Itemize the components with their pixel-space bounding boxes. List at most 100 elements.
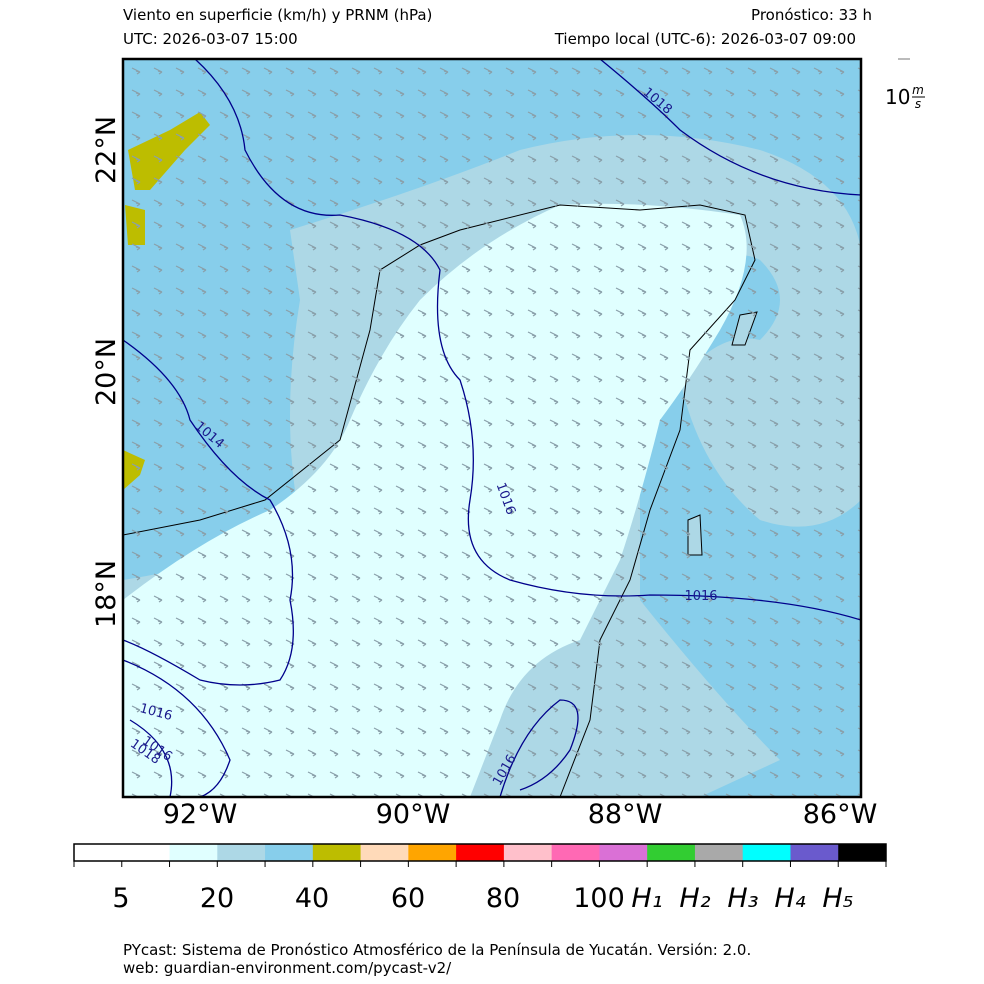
wind-arrow — [307, 67, 317, 75]
wind-arrow — [615, 309, 625, 317]
wind-arrow — [791, 529, 801, 537]
wind-arrow — [417, 485, 427, 493]
wind-arrow — [153, 441, 163, 449]
wind-arrow — [373, 67, 383, 75]
wind-arrow — [307, 221, 317, 229]
wind-arrow — [791, 287, 801, 295]
wind-arrow — [813, 727, 823, 735]
wind-arrow — [505, 727, 515, 735]
wind-arrow — [549, 67, 559, 75]
wind-arrow — [461, 419, 471, 427]
wind-arrow — [175, 727, 185, 735]
wind-arrow — [307, 507, 317, 515]
wind-arrow — [835, 155, 845, 163]
wind-arrow — [329, 573, 339, 581]
wind-arrow — [263, 639, 273, 647]
wind-arrow — [659, 749, 669, 757]
wind-arrow — [439, 639, 449, 647]
wind-arrow — [549, 639, 559, 647]
wind-arrow — [153, 331, 163, 339]
wind-arrow — [857, 155, 861, 159]
wind-arrow — [857, 221, 861, 225]
wind-arrow — [263, 177, 273, 185]
wind-arrow — [571, 551, 581, 559]
wind-arrow — [307, 353, 317, 361]
wind-arrow — [197, 507, 207, 515]
wind-arrow — [329, 727, 339, 735]
wind-arrow — [747, 573, 757, 581]
wind-arrow — [461, 771, 471, 779]
wind-arrow — [505, 397, 515, 405]
wind-arrow — [373, 749, 383, 757]
wind-arrow — [593, 287, 603, 295]
wind-arrow — [241, 309, 251, 317]
wind-arrow — [241, 639, 251, 647]
wind-arrow — [637, 749, 647, 757]
wind-arrow — [857, 529, 861, 533]
wind-arrow — [791, 749, 801, 757]
wind-arrow — [263, 573, 273, 581]
wind-arrow — [307, 639, 317, 647]
wind-arrow — [571, 67, 581, 75]
wind-arrow — [175, 749, 185, 757]
wind-arrow — [835, 771, 845, 779]
wind-arrow — [725, 287, 735, 295]
wind-arrow — [637, 595, 647, 603]
wind-arrow — [505, 749, 515, 757]
wind-arrow — [131, 749, 141, 757]
wind-arrow — [439, 397, 449, 405]
wind-arrow — [373, 529, 383, 537]
wind-arrow — [813, 375, 823, 383]
wind-arrow — [219, 353, 229, 361]
wind-arrow — [571, 89, 581, 97]
wind-arrow — [571, 419, 581, 427]
wind-arrow — [659, 243, 669, 251]
wind-arrow — [747, 705, 757, 713]
colorbar-segment — [599, 844, 648, 861]
wind-arrow — [791, 419, 801, 427]
wind-arrow — [241, 199, 251, 207]
wind-arrow — [351, 507, 361, 515]
wind-arrow — [637, 265, 647, 273]
wind-arrow — [725, 419, 735, 427]
wind-arrow — [439, 507, 449, 515]
wind-arrow — [395, 67, 405, 75]
wind-arrow — [329, 67, 339, 75]
wind-arrow — [417, 375, 427, 383]
wind-arrow — [461, 639, 471, 647]
wind-arrow — [637, 155, 647, 163]
wind-arrow — [791, 727, 801, 735]
wind-arrow — [197, 529, 207, 537]
wind-arrow — [835, 199, 845, 207]
wind-arrow — [681, 111, 691, 119]
wind-arrow — [835, 463, 845, 471]
wind-arrow — [769, 639, 779, 647]
wind-arrow — [395, 683, 405, 691]
wind-arrow — [483, 683, 493, 691]
wind-arrow — [351, 67, 361, 75]
wind-arrow — [549, 661, 559, 669]
wind-arrow — [725, 89, 735, 97]
wind-arrow — [615, 375, 625, 383]
wind-arrow — [439, 419, 449, 427]
wind-arrow — [659, 155, 669, 163]
wind-arrow — [131, 133, 141, 141]
utc-time: UTC: 2026-03-07 15:00 — [123, 30, 298, 48]
wind-arrow — [439, 749, 449, 757]
wind-arrow — [791, 617, 801, 625]
wind-arrow — [439, 441, 449, 449]
wind-arrow — [505, 485, 515, 493]
wind-arrow — [791, 67, 801, 75]
wind-arrow — [461, 617, 471, 625]
wind-arrow — [725, 441, 735, 449]
wind-arrow — [747, 111, 757, 119]
wind-arrow — [747, 177, 757, 185]
wind-arrow — [351, 771, 361, 779]
wind-arrow — [813, 529, 823, 537]
wind-arrow — [329, 375, 339, 383]
wind-arrow — [351, 639, 361, 647]
wind-arrow — [659, 287, 669, 295]
wind-arrow — [241, 265, 251, 273]
wind-arrow — [351, 309, 361, 317]
wind-arrow — [241, 551, 251, 559]
